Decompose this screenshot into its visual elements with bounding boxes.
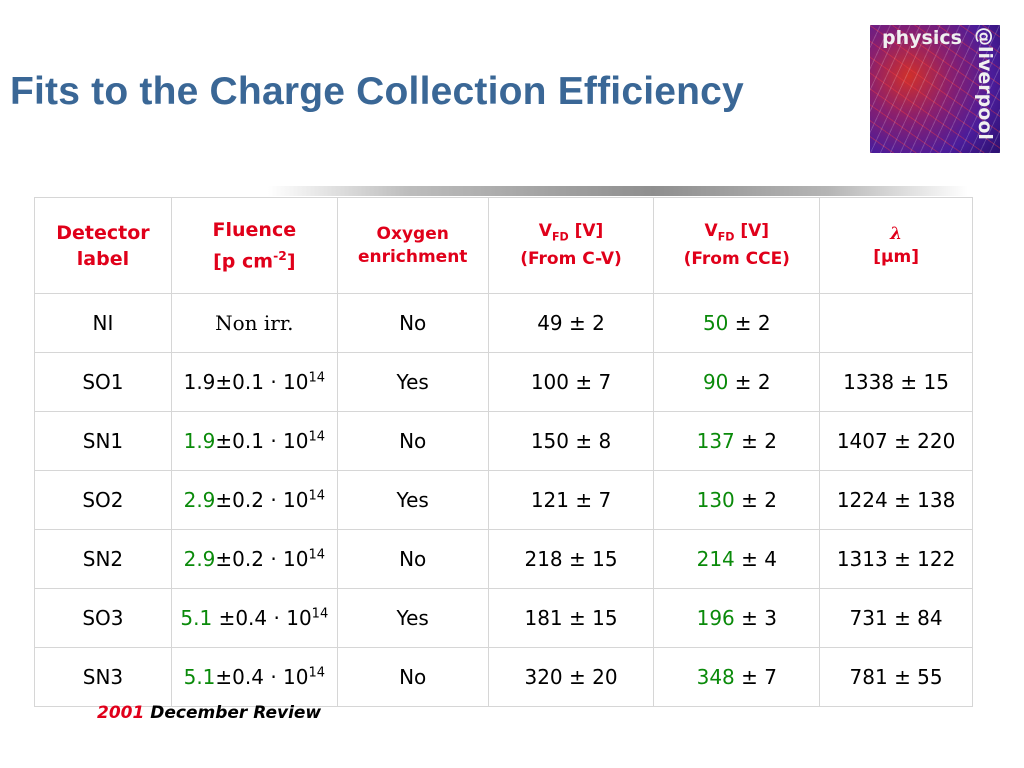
oxygen-cell: No (336, 529, 489, 589)
header-vfd-cv: VFD [V] (From C-V) (487, 197, 655, 294)
header-detector-label: Detector label (34, 197, 172, 294)
table-header-row: Detector label Fluence [p cm-2] Oxygen enri… (34, 197, 973, 294)
fluence-cell: 1.9±0.1 · 1014 (170, 411, 338, 471)
vfd-cv-cell: 218 ± 15 (487, 529, 655, 589)
vfd-cce-cell: 50 ± 2 (653, 293, 821, 353)
fluence-cell: 2.9±0.2 · 1014 (170, 470, 338, 530)
vfd-cv-cell: 320 ± 20 (487, 647, 655, 707)
fluence-cell: 5.1±0.4 · 1014 (170, 647, 338, 707)
detector-label-cell: SO1 (34, 352, 172, 412)
vfd-cce-cell: 214 ± 4 (653, 529, 821, 589)
vfd-cce-cell: 130 ± 2 (653, 470, 821, 530)
detector-label-cell: NI (34, 293, 172, 353)
lambda-cell: 781 ± 55 (819, 647, 973, 707)
fluence-cell: Non irr. (170, 293, 338, 353)
vfd-cv-cell: 181 ± 15 (487, 588, 655, 648)
oxygen-cell: Yes (336, 470, 489, 530)
header-lambda: λ [μm] (819, 197, 973, 294)
footer-review-label: 2001 December Review (97, 703, 321, 723)
header-divider (268, 186, 968, 196)
oxygen-cell: No (336, 647, 489, 707)
vfd-cv-cell: 100 ± 7 (487, 352, 655, 412)
table-row: SO2 2.9±0.2 · 1014 Yes 121 ± 7 130 ± 2 1… (34, 470, 973, 530)
slide-title: Fits to the Charge Collection Efficiency (10, 70, 744, 113)
logo-text-physics: physics (882, 27, 962, 49)
oxygen-cell: Yes (336, 352, 489, 412)
lambda-cell: 1407 ± 220 (819, 411, 973, 471)
fluence-cell: 5.1 ±0.4 · 1014 (170, 588, 338, 648)
logo-text-liverpool: @liverpool (974, 27, 996, 140)
table-row: NI Non irr. No 49 ± 2 50 ± 2 (34, 293, 973, 353)
vfd-cce-cell: 348 ± 7 (653, 647, 821, 707)
lambda-cell: 1313 ± 122 (819, 529, 973, 589)
vfd-cv-cell: 121 ± 7 (487, 470, 655, 530)
fluence-cell: 1.9±0.1 · 1014 (170, 352, 338, 412)
detector-label-cell: SO2 (34, 470, 172, 530)
cce-fit-table: Detector label Fluence [p cm-2] Oxygen enri… (34, 197, 973, 707)
physics-liverpool-logo: physics @liverpool (870, 25, 1000, 153)
header-vfd-cce: VFD [V] (From CCE) (653, 197, 821, 294)
footer-text: December Review (144, 703, 322, 723)
table-row: SO1 1.9±0.1 · 1014 Yes 100 ± 7 90 ± 2 13… (34, 352, 973, 412)
oxygen-cell: No (336, 411, 489, 471)
vfd-cce-cell: 196 ± 3 (653, 588, 821, 648)
detector-label-cell: SN2 (34, 529, 172, 589)
vfd-cv-cell: 150 ± 8 (487, 411, 655, 471)
table-row: SN3 5.1±0.4 · 1014 No 320 ± 20 348 ± 7 7… (34, 647, 973, 707)
table-row: SO3 5.1 ±0.4 · 1014 Yes 181 ± 15 196 ± 3… (34, 588, 973, 648)
lambda-cell (819, 293, 973, 353)
oxygen-cell: Yes (336, 588, 489, 648)
lambda-cell: 1224 ± 138 (819, 470, 973, 530)
oxygen-cell: No (336, 293, 489, 353)
lambda-cell: 1338 ± 15 (819, 352, 973, 412)
vfd-cv-cell: 49 ± 2 (487, 293, 655, 353)
detector-label-cell: SO3 (34, 588, 172, 648)
footer-year: 2001 (97, 703, 145, 723)
lambda-cell: 731 ± 84 (819, 588, 973, 648)
table-row: SN2 2.9±0.2 · 1014 No 218 ± 15 214 ± 4 1… (34, 529, 973, 589)
detector-label-cell: SN1 (34, 411, 172, 471)
table-row: SN1 1.9±0.1 · 1014 No 150 ± 8 137 ± 2 14… (34, 411, 973, 471)
detector-label-cell: SN3 (34, 647, 172, 707)
header-oxygen-enrichment: Oxygen enrichment (336, 197, 489, 294)
vfd-cce-cell: 90 ± 2 (653, 352, 821, 412)
fluence-cell: 2.9±0.2 · 1014 (170, 529, 338, 589)
header-fluence: Fluence [p cm-2] (170, 197, 338, 294)
vfd-cce-cell: 137 ± 2 (653, 411, 821, 471)
